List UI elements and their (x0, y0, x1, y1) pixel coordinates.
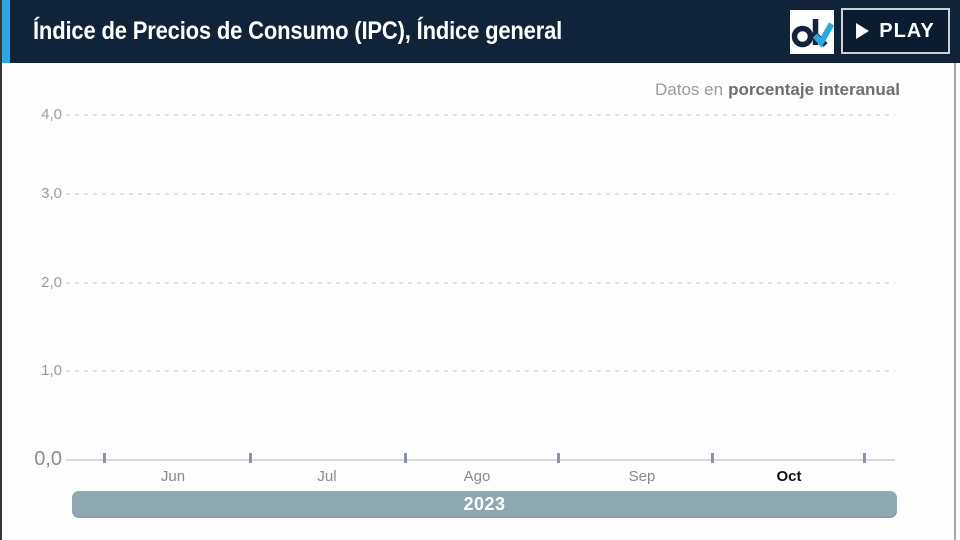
y-axis-label: 3,0 (41, 185, 62, 202)
play-button-label: PLAY (879, 19, 935, 42)
axis-tick (249, 453, 252, 463)
gridline-1 (66, 370, 895, 372)
page-title: Índice de Precios de Consumo (IPC), Índi… (33, 17, 563, 45)
x-axis-label-sep: Sep (628, 468, 656, 485)
chart-subtitle: Datos en porcentaje interanual (655, 80, 900, 100)
ok-logo-icon (791, 19, 835, 48)
axis-tick (103, 453, 106, 463)
axis-tick (711, 453, 714, 463)
play-icon (856, 23, 870, 39)
x-axis-baseline (66, 459, 895, 461)
x-axis-label-jul: Jul (317, 468, 337, 485)
header-accent-stripe (2, 0, 10, 63)
frame-right-edge (954, 63, 956, 540)
subtitle-emphasis: porcentaje interanual (728, 80, 900, 99)
y-axis-label: 4,0 (41, 106, 62, 123)
timeline-year-bar[interactable]: 2023 (72, 491, 897, 518)
gridline-4 (66, 114, 895, 116)
gridline-2 (66, 282, 895, 284)
axis-tick (557, 453, 560, 463)
x-axis-label-jun: Jun (160, 468, 186, 485)
x-axis-label-oct-current: Oct (776, 468, 802, 485)
y-axis-label: 1,0 (41, 362, 62, 379)
header-bar: Índice de Precios de Consumo (IPC), Índi… (0, 0, 960, 63)
subtitle-prefix: Datos en (655, 80, 724, 99)
play-button[interactable]: PLAY (841, 8, 950, 54)
x-axis-label-ago: Ago (463, 468, 491, 485)
frame-left-edge (0, 0, 2, 540)
okdiario-logo[interactable] (790, 10, 835, 54)
y-axis-label: 2,0 (41, 274, 62, 291)
axis-tick (404, 453, 407, 463)
y-axis-label-zero: 0,0 (34, 448, 62, 470)
gridline-3 (66, 193, 895, 195)
axis-tick (863, 453, 866, 463)
